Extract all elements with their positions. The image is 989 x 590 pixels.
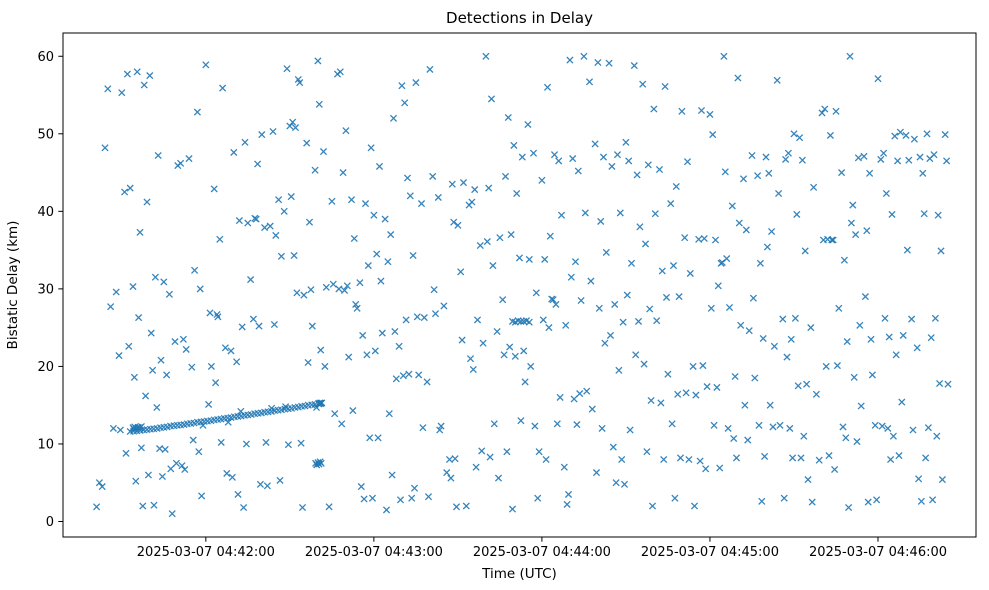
y-axis-label: Bistatic Delay (km) [5, 221, 21, 350]
y-tick-label: 0 [46, 515, 54, 530]
y-tick-label: 30 [37, 282, 54, 297]
x-axis-label: Time (UTC) [481, 566, 557, 582]
plot-border [62, 32, 977, 538]
y-tick-label: 20 [37, 360, 54, 375]
y-tick-label: 50 [37, 127, 54, 142]
x-tick-label: 2025-03-07 04:46:00 [809, 545, 947, 560]
y-tick-label: 40 [37, 205, 54, 220]
x-tick-label: 2025-03-07 04:43:00 [305, 545, 443, 560]
y-tick-label: 60 [37, 50, 54, 65]
y-tick-label: 10 [37, 437, 54, 452]
x-tick-label: 2025-03-07 04:45:00 [641, 545, 779, 560]
plot-area [63, 33, 976, 537]
x-tick-label: 2025-03-07 04:42:00 [137, 545, 275, 560]
x-tick-label: 2025-03-07 04:44:00 [473, 545, 611, 560]
x-axis-ticks: 2025-03-07 04:42:00 2025-03-07 04:43:00 20… [137, 537, 947, 560]
y-axis-ticks: 0 10 20 30 40 50 60 [37, 50, 63, 530]
chart-title: Detections in Delay [446, 9, 593, 27]
scatter-points-group [93, 52, 952, 518]
